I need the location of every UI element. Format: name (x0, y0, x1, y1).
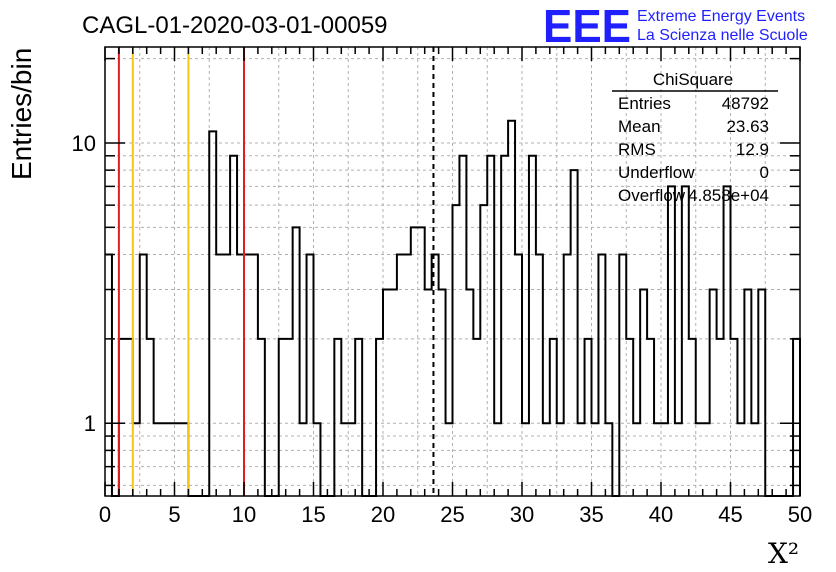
stats-label-entries: Entries (618, 94, 671, 113)
x-tick-label: 45 (718, 502, 742, 527)
stats-value-overflow: 4.858e+04 (688, 186, 769, 205)
stats-label-underflow: Underflow (618, 163, 695, 182)
stats-label-rms: RMS (618, 140, 656, 159)
y-axis-label: Entries/bin (6, 48, 37, 180)
x-tick-label: 25 (440, 502, 464, 527)
x-tick-label: 5 (168, 502, 180, 527)
y-tick-label: 1 (84, 411, 96, 436)
stats-value-underflow: 0 (760, 163, 769, 182)
stats-value-mean: 23.63 (726, 117, 769, 136)
reference-lines (117, 47, 435, 496)
x-tick-label: 15 (301, 502, 325, 527)
eee-logo: EEE Extreme Energy Events La Scienza nel… (543, 0, 808, 52)
x-tick-label: 40 (649, 502, 673, 527)
y-tick-label: 10 (72, 131, 96, 156)
histogram-outline (105, 119, 801, 497)
logo-line-1: Extreme Energy Events (637, 8, 805, 25)
x-tick-label: 35 (579, 502, 603, 527)
stats-box: ChiSquare Entries 48792 Mean 23.63 RMS 1… (612, 70, 778, 205)
axis-ticks (104, 47, 801, 496)
x-tick-label: 50 (788, 502, 812, 527)
stats-value-entries: 48792 (722, 94, 769, 113)
logo-line-2: La Scienza nelle Scuole (637, 27, 808, 44)
stats-label-overflow: Overflow (618, 186, 686, 205)
stats-name: ChiSquare (653, 70, 733, 89)
stats-label-mean: Mean (618, 117, 661, 136)
stats-value-rms: 12.9 (736, 140, 769, 159)
chart-title: CAGL-01-2020-03-01-00059 (82, 12, 388, 39)
logo-letters: EEE (543, 0, 631, 52)
x-tick-label: 0 (99, 502, 111, 527)
x-tick-label: 10 (232, 502, 256, 527)
x-axis-label: X² (768, 537, 799, 570)
x-tick-label: 20 (371, 502, 395, 527)
x-tick-labels: 0 5 10 15 20 25 30 35 40 45 50 (99, 502, 812, 527)
y-tick-labels: 1 10 (72, 131, 96, 436)
x-tick-label: 30 (510, 502, 534, 527)
